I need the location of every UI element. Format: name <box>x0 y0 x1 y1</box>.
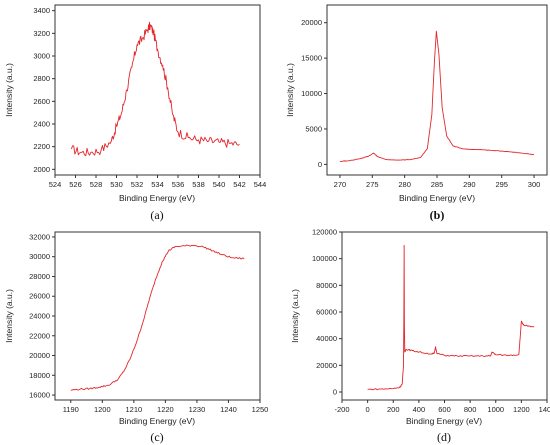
x-tick-label-d-5: 800 <box>464 405 477 414</box>
x-tick-label-b-5: 295 <box>495 180 508 189</box>
panel-label-c: (c) <box>150 430 163 444</box>
x-tick-label-c-4: 1230 <box>189 405 206 414</box>
x-tick-label-d-4: 600 <box>438 405 451 414</box>
x-tick-label-d-3: 400 <box>413 405 426 414</box>
x-tick-label-c-0: 1190 <box>63 405 79 414</box>
y-tick-label-d-0: 0 <box>333 388 337 397</box>
x-ticks-a: 524 526 528 530 532 534 536 538 540 542 544 <box>49 175 267 189</box>
series-line-a <box>70 21 240 157</box>
panel-label-d: (d) <box>437 430 451 444</box>
x-ticks-b: 270 275 280 285 290 295 300 <box>334 175 541 189</box>
y-ticks-b: 0 5000 10000 15000 20000 <box>301 18 327 169</box>
x-tick-label-a-7: 538 <box>192 180 205 189</box>
x-tick-label-a-5: 534 <box>151 180 164 189</box>
x-axis-title-c: Binding Energy (eV) <box>119 416 195 426</box>
x-tick-label-d-2: 200 <box>387 405 400 414</box>
y-tick-label-b-4: 20000 <box>301 18 322 27</box>
y-axis-title-d: Intensity (a.u.) <box>290 289 300 343</box>
y-ticks-c: 16000 18000 20000 22000 24000 26000 28000 30000… <box>29 232 55 400</box>
x-tick-label-d-6: 1000 <box>487 405 504 414</box>
y-tick-label-a-2: 2400 <box>33 120 50 129</box>
x-tick-label-a-1: 526 <box>69 180 82 189</box>
x-tick-label-b-0: 270 <box>334 180 347 189</box>
x-tick-label-c-5: 1240 <box>220 405 237 414</box>
y-tick-label-d-4: 80000 <box>316 281 337 290</box>
x-tick-label-d-1: 0 <box>366 405 370 414</box>
y-tick-label-b-2: 10000 <box>301 89 322 98</box>
y-tick-label-c-7: 30000 <box>29 252 50 261</box>
x-tick-label-b-2: 280 <box>398 180 411 189</box>
y-tick-label-a-6: 3200 <box>33 29 50 38</box>
y-axis-title-b: Intensity (a.u.) <box>285 63 295 117</box>
x-tick-label-b-6: 300 <box>528 180 541 189</box>
y-tick-label-a-5: 3000 <box>33 52 50 61</box>
y-tick-label-a-4: 2800 <box>33 74 50 83</box>
y-tick-label-c-4: 24000 <box>29 312 50 321</box>
y-tick-label-a-1: 2200 <box>33 142 50 151</box>
y-tick-label-d-3: 60000 <box>316 308 337 317</box>
y-tick-label-d-5: 100000 <box>312 254 337 263</box>
series-line-c <box>70 244 245 391</box>
y-tick-label-c-2: 20000 <box>29 351 50 360</box>
x-tick-label-a-3: 530 <box>110 180 123 189</box>
x-tick-label-b-1: 275 <box>366 180 379 189</box>
x-axis-title-b: Binding Energy (eV) <box>399 193 475 203</box>
x-tick-label-c-1: 1200 <box>94 405 111 414</box>
y-tick-label-a-0: 2000 <box>33 165 50 174</box>
plot-frame-a <box>54 4 261 176</box>
panel-label-b: (b) <box>430 208 445 222</box>
x-tick-label-c-3: 1220 <box>157 405 174 414</box>
x-tick-label-a-10: 544 <box>254 180 267 189</box>
series-line-b <box>339 30 535 163</box>
y-tick-label-b-1: 5000 <box>305 124 322 133</box>
x-tick-label-c-2: 1210 <box>126 405 143 414</box>
y-tick-label-b-0: 0 <box>318 160 322 169</box>
y-tick-label-c-8: 32000 <box>29 232 50 241</box>
y-tick-label-c-6: 28000 <box>29 272 50 281</box>
x-tick-label-b-3: 285 <box>431 180 444 189</box>
y-tick-label-d-1: 20000 <box>316 361 337 370</box>
x-tick-label-a-6: 536 <box>172 180 185 189</box>
x-tick-label-a-9: 542 <box>233 180 246 189</box>
x-axis-title-d: Binding Energy (eV) <box>406 416 482 426</box>
x-axis-title-a: Binding Energy (eV) <box>119 193 195 203</box>
x-tick-label-a-0: 524 <box>49 180 62 189</box>
y-tick-label-c-5: 26000 <box>29 292 50 301</box>
y-tick-label-a-3: 2600 <box>33 97 50 106</box>
y-ticks-a: 2000 2200 2400 2600 2800 3000 3200 3400 <box>33 6 55 174</box>
panel-c: 1190 1200 1210 1220 1230 1240 1250 16000 18000 2… <box>4 231 269 444</box>
y-tick-label-c-1: 18000 <box>29 371 50 380</box>
y-tick-label-b-3: 15000 <box>301 54 322 63</box>
x-tick-label-d-7: 1200 <box>513 405 530 414</box>
panel-a: 524 526 528 530 532 534 536 538 540 542 544 2000 22… <box>4 4 267 222</box>
plot-frame-c <box>54 231 261 401</box>
plot-frame-d <box>341 231 548 401</box>
x-tick-label-b-4: 290 <box>463 180 476 189</box>
x-tick-label-d-0: -200 <box>334 405 349 414</box>
x-tick-label-a-8: 540 <box>213 180 226 189</box>
y-ticks-d: 0 20000 40000 60000 80000 100000 120000 <box>312 228 342 397</box>
panel-b: 270 275 280 285 290 295 300 0 5000 10000 15000 200… <box>285 4 548 222</box>
y-tick-label-d-2: 40000 <box>316 334 337 343</box>
series-line-d <box>367 244 535 391</box>
y-tick-label-c-3: 22000 <box>29 331 50 340</box>
x-tick-label-a-4: 532 <box>131 180 144 189</box>
y-tick-label-d-6: 120000 <box>312 228 337 237</box>
x-tick-label-a-2: 528 <box>90 180 103 189</box>
y-axis-title-a: Intensity (a.u.) <box>4 63 14 117</box>
y-tick-label-c-0: 16000 <box>29 391 50 400</box>
y-tick-label-a-7: 3400 <box>33 6 50 15</box>
y-axis-title-c: Intensity (a.u.) <box>4 289 14 343</box>
x-tick-label-c-6: 1250 <box>252 405 269 414</box>
x-ticks-c: 1190 1200 1210 1220 1230 1240 1250 <box>63 400 269 414</box>
panel-label-a: (a) <box>150 208 163 222</box>
plot-frame-b <box>326 4 548 176</box>
